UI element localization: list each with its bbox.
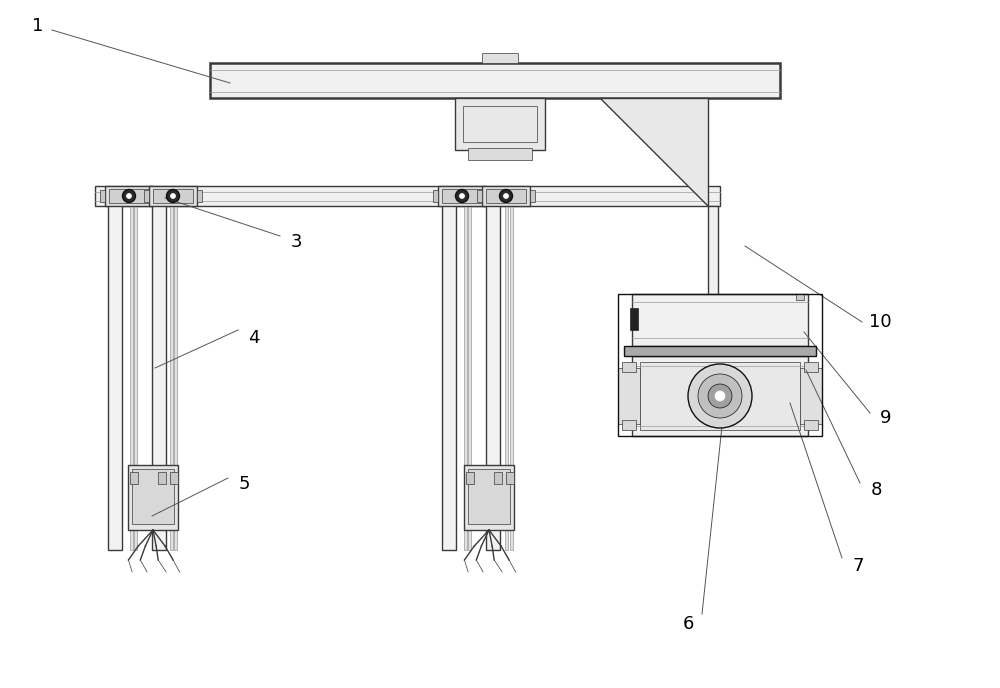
Text: 8: 8 [870,481,882,499]
Text: 7: 7 [852,557,864,575]
Bar [197,190,202,202]
Bar [464,465,514,530]
Bar [100,190,105,202]
Bar [510,204,513,550]
Bar [466,472,474,484]
Bar [624,346,816,356]
Bar [153,189,193,203]
Bar [486,190,491,202]
Bar [482,53,518,63]
Bar [622,362,636,372]
Bar [95,186,720,206]
Bar [170,204,173,550]
Bar [477,190,482,202]
Bar [800,368,822,424]
Bar [174,204,177,550]
Bar [455,98,545,150]
Bar [144,190,149,202]
Bar [804,362,818,372]
Bar [468,148,532,160]
Bar [630,308,638,330]
Bar [442,204,456,550]
Bar [149,186,197,206]
Circle shape [715,391,725,401]
Bar [152,204,166,550]
Circle shape [123,189,136,202]
Bar [622,420,636,430]
Bar [433,190,438,202]
Circle shape [171,193,176,199]
Bar [506,472,514,484]
Text: 10: 10 [869,313,891,331]
Bar [463,106,537,142]
Bar [210,63,780,98]
Bar [530,190,535,202]
Bar [468,469,510,524]
Bar [438,186,486,206]
Bar [105,186,153,206]
Circle shape [688,364,752,428]
Bar [505,204,508,550]
Bar [128,465,178,530]
Circle shape [127,193,132,199]
Bar [618,294,822,436]
Bar [494,472,502,484]
Bar [442,189,482,203]
Bar [130,472,138,484]
Bar [486,204,500,550]
Bar [632,356,808,436]
Bar [170,472,178,484]
Circle shape [167,189,180,202]
Text: 4: 4 [248,329,260,347]
Bar [109,189,149,203]
Text: 9: 9 [880,409,892,427]
Bar [640,362,800,430]
Text: 5: 5 [238,475,250,493]
Bar [134,204,137,550]
Bar [158,472,166,484]
Bar [153,190,158,202]
Text: 3: 3 [290,233,302,251]
Bar [130,204,133,550]
Circle shape [504,193,509,199]
Bar [632,294,808,346]
Bar [804,420,818,430]
Bar [108,204,122,550]
Bar [132,469,174,524]
Bar [708,206,718,328]
Bar [486,189,526,203]
Circle shape [708,384,732,408]
Circle shape [460,193,465,199]
Bar [482,186,530,206]
Circle shape [698,374,742,418]
Bar [468,204,471,550]
Circle shape [456,189,469,202]
Text: 6: 6 [682,615,694,633]
Bar [464,204,467,550]
Polygon shape [600,98,708,206]
Bar [618,368,640,424]
Bar [796,294,804,300]
Text: 1: 1 [32,17,44,35]
Circle shape [500,189,512,202]
